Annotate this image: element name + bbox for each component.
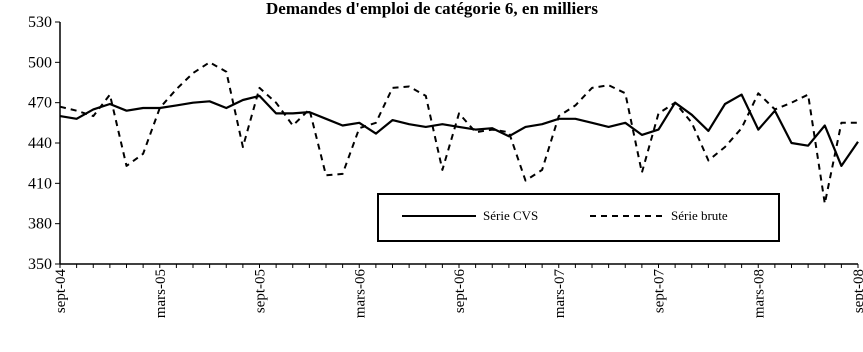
x-tick-label: mars-07 — [552, 269, 568, 319]
legend-label: Série brute — [671, 208, 728, 223]
chart-title: Demandes d'emploi de catégorie 6, en mil… — [266, 0, 598, 18]
x-tick-label: sept-07 — [652, 269, 668, 314]
legend: Série CVS Série brute — [377, 193, 780, 242]
y-tick-label: 470 — [28, 95, 52, 112]
y-tick-label: 380 — [28, 216, 52, 233]
x-tick-label: sept-04 — [53, 269, 69, 314]
x-tick-label: sept-08 — [851, 269, 863, 313]
legend-box — [377, 193, 780, 242]
x-tick-label: sept-05 — [253, 269, 269, 313]
x-tick-label: sept-06 — [452, 269, 468, 314]
x-tick-label: mars-06 — [352, 269, 368, 319]
axes: 350 380 410 440 470 500 530 sept-04 mars-05 sept-… — [28, 14, 863, 318]
x-tick-label: mars-08 — [751, 269, 767, 318]
series-layer — [59, 61, 859, 205]
y-tick-label: 410 — [28, 175, 52, 192]
y-tick-label: 500 — [28, 54, 52, 71]
x-tick-label: mars-05 — [153, 269, 169, 318]
series-line-s-rie-cvs — [59, 93, 859, 167]
legend-label: Série CVS — [483, 208, 538, 223]
y-tick-label: 440 — [28, 135, 52, 152]
series-line-s-rie-brute — [59, 61, 858, 205]
y-tick-label: 350 — [28, 256, 52, 273]
y-tick-label: 530 — [28, 14, 52, 31]
